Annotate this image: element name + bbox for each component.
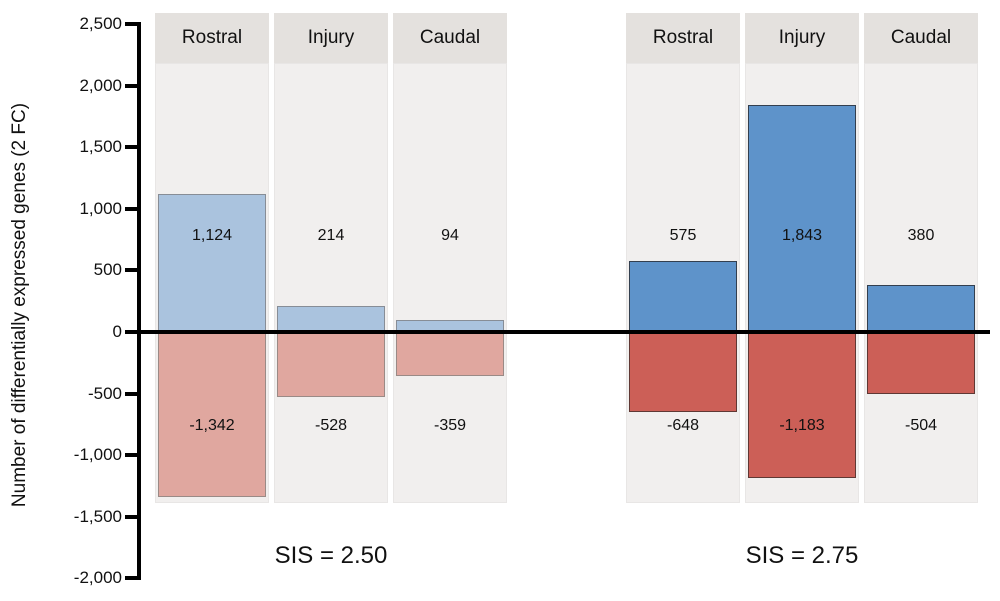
y-tick-mark (125, 83, 137, 88)
column-header-label: Rostral (181, 27, 243, 48)
panel-label: SIS = 2.75 (745, 542, 859, 569)
bar-value-label: 214 (317, 227, 345, 244)
column-header-label: Injury (307, 27, 355, 48)
bar-value-label: 575 (669, 227, 697, 244)
y-tick-label: 1,500 (79, 137, 122, 157)
y-tick-mark (125, 22, 137, 26)
y-tick-label: 2,000 (79, 75, 122, 95)
bar-value-label: 94 (441, 227, 459, 244)
bar-value-label: 380 (907, 227, 935, 244)
y-tick-label: 500 (93, 260, 122, 280)
y-tick-label: -1,000 (73, 445, 122, 465)
column-header: Caudal (393, 13, 507, 63)
column-header: Rostral (155, 13, 269, 63)
y-tick-mark (125, 514, 137, 519)
bar-downregulated (629, 332, 737, 412)
y-tick-label: -2,000 (73, 568, 122, 588)
bar-upregulated (277, 305, 385, 332)
bar-downregulated (277, 332, 385, 398)
bar-value-label: -359 (433, 417, 467, 434)
column-header: Injury (745, 13, 859, 63)
bar-downregulated (748, 332, 856, 478)
y-axis-spine (137, 22, 141, 580)
column-header-label: Injury (778, 27, 826, 48)
y-tick-mark (125, 391, 137, 396)
column-header-label: Rostral (652, 27, 714, 48)
y-tick-mark (125, 453, 137, 458)
bar-upregulated (629, 261, 737, 332)
bar-downregulated (158, 332, 266, 498)
y-tick-mark (125, 576, 137, 581)
y-tick-label: 2,500 (79, 14, 122, 33)
bar-upregulated (867, 285, 975, 332)
bar-upregulated (158, 193, 266, 332)
bar-value-label: -1,183 (779, 417, 825, 434)
bar-value-label: -648 (666, 417, 700, 434)
y-tick-label: 1,000 (79, 198, 122, 218)
y-axis-title: Number of differentially expressed genes… (9, 102, 30, 508)
bar-value-label: 1,124 (191, 227, 233, 244)
zero-baseline (137, 330, 990, 334)
bar-downregulated (396, 332, 504, 377)
column-background (274, 63, 388, 503)
y-tick-label: -500 (87, 383, 122, 403)
y-tick-mark (125, 206, 137, 211)
bar-value-label: 1,843 (781, 227, 823, 244)
bar-value-label: -528 (314, 417, 348, 434)
column-header: Rostral (626, 13, 740, 63)
y-tick-mark (125, 145, 137, 150)
column-background (864, 63, 978, 503)
column-header-label: Caudal (419, 27, 481, 48)
y-tick-label: -1,500 (73, 506, 122, 526)
y-tick-mark (125, 330, 137, 334)
bar-value-label: -1,342 (189, 417, 235, 434)
y-tick-mark (125, 268, 137, 273)
column-header-label: Caudal (890, 27, 952, 48)
bar-value-label: -504 (904, 417, 938, 434)
panel-label: SIS = 2.50 (274, 542, 388, 569)
bar-downregulated (867, 332, 975, 395)
column-header: Injury (274, 13, 388, 63)
y-tick-label: 0 (112, 322, 122, 341)
column-header: Caudal (864, 13, 978, 63)
column-background (393, 63, 507, 503)
bar-upregulated (748, 104, 856, 332)
